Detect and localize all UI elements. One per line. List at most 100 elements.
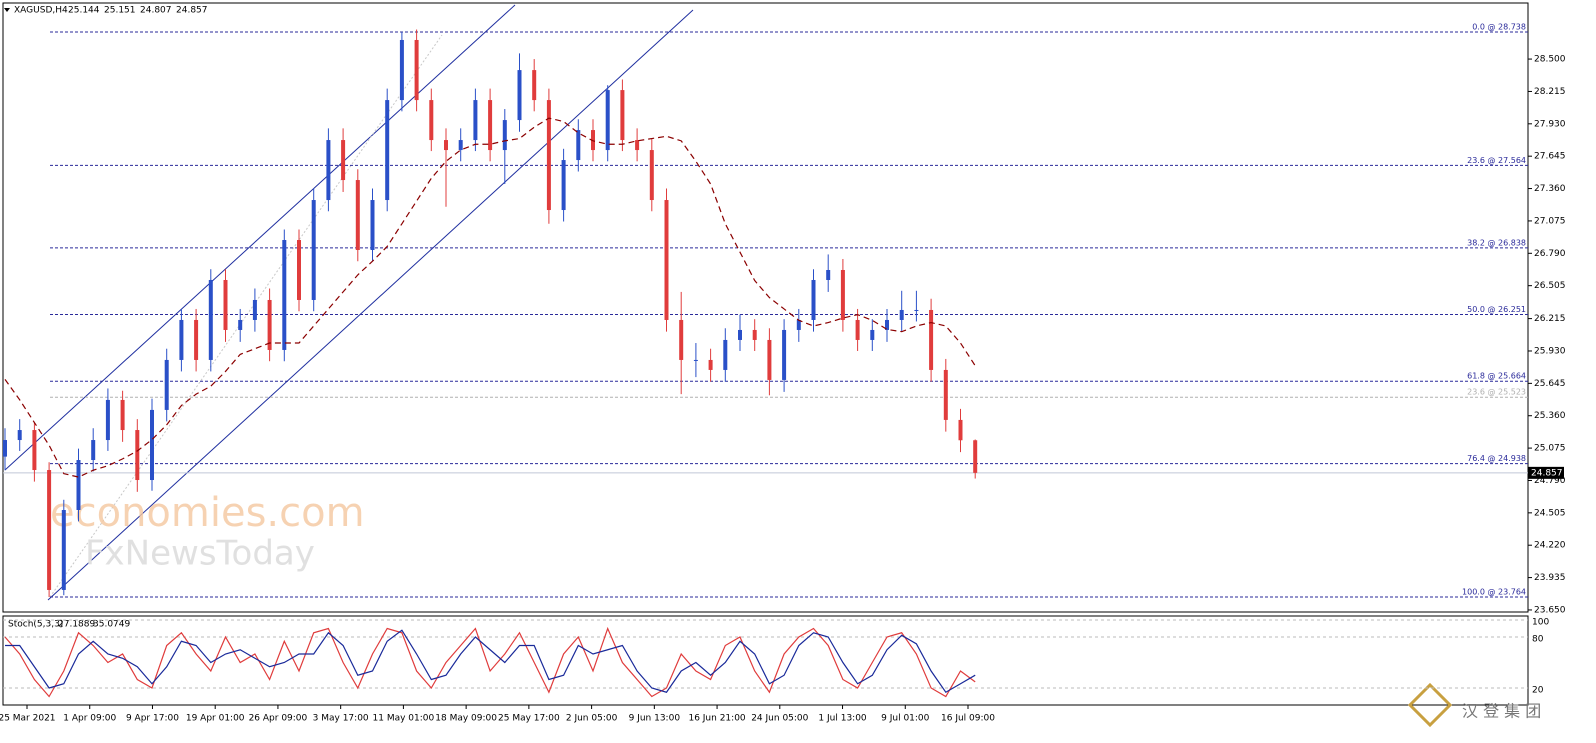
- candle-body: [958, 419, 963, 441]
- watermark: FxNewsToday: [85, 534, 315, 574]
- y-tick-label: 24.220: [1534, 541, 1566, 551]
- fib-label: 61.8 @ 25.664: [1467, 372, 1526, 381]
- candle-body: [649, 150, 654, 201]
- channel-lower: [47, 9, 694, 601]
- candle-body: [91, 440, 96, 461]
- channel-upper: [4, 4, 516, 471]
- readout: 27.1889: [58, 620, 95, 630]
- channel: [4, 4, 694, 601]
- candle-body: [311, 200, 316, 300]
- x-tick-label: 25 May 17:00: [498, 714, 560, 724]
- y-tick-label: 28.500: [1534, 55, 1566, 65]
- candle-body: [282, 240, 287, 350]
- x-tick-label: 18 May 09:00: [435, 714, 497, 724]
- fib-label: 50.0 @ 26.251: [1467, 305, 1526, 314]
- indicator-title: Stoch(5,3,3): [8, 620, 63, 630]
- x-tick-label: 16 Jul 09:00: [941, 714, 995, 724]
- candle-body: [267, 299, 272, 350]
- x-tick-label: 1 Apr 09:00: [63, 714, 116, 724]
- candle-body: [385, 100, 390, 201]
- candle-body: [399, 39, 404, 101]
- y-tick-label: 25.645: [1534, 379, 1566, 389]
- y-tick-label: 20: [1532, 686, 1544, 696]
- y-tick-label: 100: [1532, 618, 1549, 628]
- candle-body: [914, 309, 919, 311]
- x-tick-label: 19 Apr 01:00: [186, 714, 245, 724]
- candle-body: [223, 279, 228, 330]
- candle-body: [840, 269, 845, 320]
- header-value: 24.807: [140, 6, 172, 16]
- x-tick-label: 2 Jun 05:00: [566, 714, 618, 724]
- candle-body: [708, 359, 713, 370]
- candle-body: [208, 279, 213, 360]
- y-tick-label: 27.360: [1534, 184, 1566, 194]
- y-tick-label: 26.505: [1534, 281, 1566, 291]
- candle-body: [723, 339, 728, 370]
- candle-body: [664, 200, 669, 320]
- candle-body: [326, 140, 331, 201]
- candle-body: [458, 140, 463, 151]
- y-tick-label: 25.930: [1534, 346, 1566, 356]
- header-value: 24.857: [176, 6, 208, 16]
- candle-body: [370, 200, 375, 251]
- candle-body: [605, 90, 610, 151]
- stoch-line: [4, 626, 976, 698]
- candle-body: [826, 269, 831, 280]
- candle-body: [546, 100, 551, 211]
- candle-body: [32, 430, 37, 471]
- fib-label: 100.0 @ 23.764: [1462, 588, 1526, 597]
- candle-body: [855, 319, 860, 340]
- candle-body: [973, 440, 978, 473]
- fib-label: 23.6 @ 27.564: [1467, 156, 1526, 165]
- candle-body: [47, 470, 52, 590]
- y-tick-label: 27.645: [1534, 152, 1566, 162]
- logo-text: 汉 登 集 团: [1462, 702, 1541, 721]
- y-tick-label: 28.215: [1534, 87, 1566, 97]
- candle-body: [517, 70, 522, 121]
- candle-body: [870, 329, 875, 340]
- candle-body: [150, 409, 154, 481]
- candle-body: [76, 460, 81, 511]
- x-tick-label: 1 Jul 13:00: [818, 714, 867, 724]
- candle-body: [61, 510, 66, 590]
- candle-body: [943, 369, 948, 420]
- candle-body: [473, 100, 478, 141]
- candle-body: [238, 319, 243, 330]
- candle-body: [3, 440, 7, 457]
- candle-body: [885, 319, 889, 330]
- x-tick-label: 26 Apr 09:00: [249, 714, 308, 724]
- candle-body: [532, 70, 537, 101]
- menu-arrow: [4, 8, 10, 12]
- candle-body: [105, 399, 110, 441]
- candle-body: [752, 329, 757, 340]
- x-tick-label: 9 Jun 13:00: [629, 714, 681, 724]
- header-value: 25.144: [68, 6, 100, 16]
- candle-body: [135, 430, 140, 481]
- candle-body: [120, 399, 125, 431]
- candle-body: [429, 100, 434, 141]
- fib-label: 76.4 @ 24.938: [1467, 454, 1526, 463]
- y-tick-label: 27.930: [1534, 119, 1566, 129]
- y-tick-label: 23.650: [1534, 605, 1566, 615]
- candle-body: [782, 329, 787, 380]
- candle-body: [635, 140, 640, 151]
- candle-body: [899, 309, 904, 320]
- x-tick-label: 11 May 01:00: [373, 714, 435, 724]
- candle-body: [561, 160, 566, 211]
- candle-body: [297, 240, 301, 300]
- readout: 35.0749: [93, 620, 130, 630]
- y-tick-label: 23.935: [1534, 573, 1566, 583]
- y-tick-label: 24.790: [1534, 476, 1566, 486]
- fib-label: 38.2 @ 26.838: [1467, 238, 1526, 247]
- candle-body: [414, 39, 419, 101]
- candle-body: [796, 319, 801, 330]
- x-tick-label: 9 Apr 17:00: [126, 714, 179, 724]
- x-tick-label: 3 May 17:00: [313, 714, 369, 724]
- x-tick-label: 25 Mar 2021: [0, 714, 56, 724]
- x-tick-label: 16 Jun 21:00: [688, 714, 745, 724]
- candle-body: [179, 319, 184, 360]
- candle-body: [811, 279, 816, 320]
- moving-average: [4, 117, 976, 478]
- y-tick-label: 27.075: [1534, 216, 1566, 226]
- candle-body: [576, 130, 581, 161]
